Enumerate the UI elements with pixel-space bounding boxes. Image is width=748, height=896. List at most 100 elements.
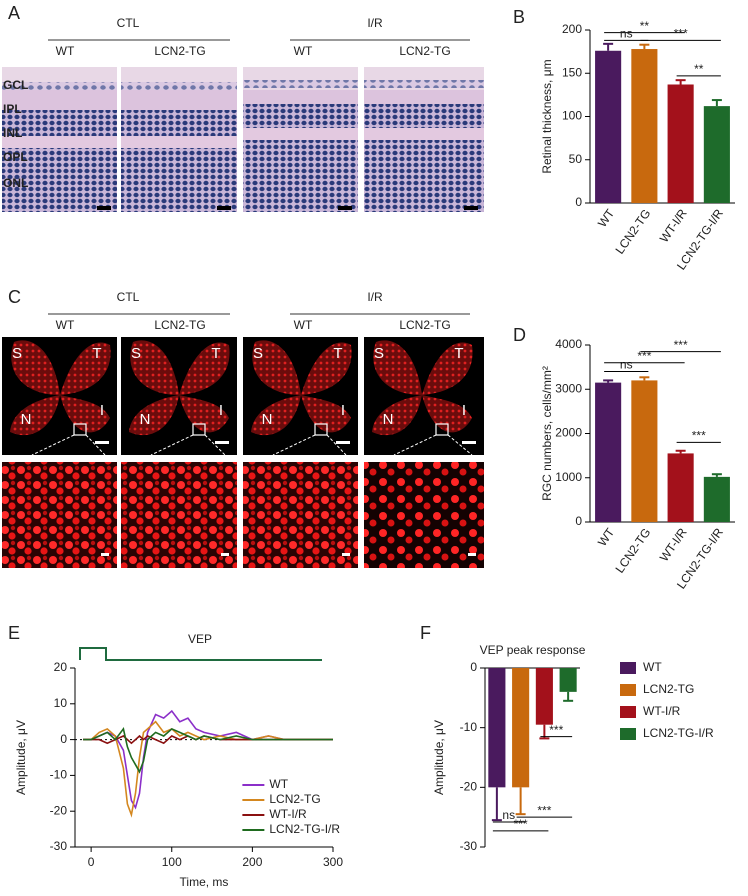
significance-label: *** [549,723,563,737]
scale-bar [338,206,352,210]
group-title: I/R [367,290,383,304]
bar [488,668,506,788]
chart-title: VEP [188,632,212,646]
significance-label: ns [620,358,633,372]
flatmount [10,340,111,436]
quadrant-label: S [12,345,22,362]
onl-layer [364,140,484,212]
ipl-layer [2,90,117,110]
bar [512,668,530,788]
x-tick-label: WT-I/R [657,206,690,245]
y-tick-label: 2000 [555,426,582,440]
y-axis-label: Retinal thickness, μm [540,59,554,173]
legend-swatch [620,728,636,740]
x-tick-label: LCN2-TG [613,526,654,576]
legend-label: LCN2-TG [269,792,320,806]
bar [595,50,622,204]
panel-letter: F [420,623,431,643]
quadrant-label: N [383,411,394,428]
inl-layer [2,110,117,136]
x-tick-label: WT [595,206,618,230]
bar [535,668,553,725]
scale-bar [221,553,229,556]
significance-label: *** [514,817,528,831]
scale-bar [336,441,350,444]
panel-letter: A [8,3,20,23]
quadrant-label: T [211,345,220,362]
quadrant-label: T [454,345,463,362]
column-label: WT [56,318,75,332]
legend-label: WT [643,660,662,674]
group-title: CTL [117,16,140,30]
roi-box [192,423,206,436]
bar [559,668,577,692]
y-tick-label: 100 [562,109,582,123]
rgc-zoom [2,462,117,568]
legend-label: LCN2-TG [643,682,694,696]
y-axis-label: Amplitude, μV [432,720,446,795]
column-label: LCN2-TG [399,318,450,332]
legend-swatch [620,684,636,696]
y-axis-label: RGC numbers, cells/mm² [540,366,554,501]
inl-layer [121,110,237,136]
bar [595,382,622,522]
bar [703,106,730,203]
quadrant-label: S [374,345,384,362]
gcl-layer [121,82,237,90]
column-label: WT [294,318,313,332]
y-tick-label: 1000 [555,470,582,484]
y-tick-label: 10 [54,696,68,710]
legend-label: WT-I/R [269,807,307,821]
roi-line [393,434,437,456]
scale-bar [215,441,229,444]
quadrant-label: T [333,345,342,362]
quadrant-label: I [100,402,104,419]
layer-label: INL [3,126,22,140]
chart-title: VEP peak response [480,643,586,657]
significance-label: *** [537,803,551,817]
y-tick-label: 150 [562,65,582,79]
y-tick-label: 0 [575,195,582,209]
group-title: CTL [117,290,140,304]
bar [703,476,730,522]
roi-box [73,423,87,436]
y-tick-label: 0 [470,660,477,674]
column-label: LCN2-TG [399,44,450,58]
y-tick-label: 0 [60,732,67,746]
rgc-zoom [364,462,484,568]
rgc-zoom [121,462,237,568]
ipl-layer [121,90,237,110]
y-tick-label: -30 [50,839,68,853]
x-tick-label: WT-I/R [657,525,690,564]
series-line [83,720,333,818]
onl-layer [2,148,117,212]
gcl-layer [2,82,117,90]
significance-label: *** [692,429,706,443]
roi-box [435,423,449,436]
quadrant-label: S [131,345,141,362]
bar [667,84,694,203]
x-axis-label: Time, ms [180,875,229,889]
layer-label: OPL [3,150,28,164]
legend-label: LCN2-TG-I/R [269,822,340,836]
y-tick-label: 20 [54,660,68,674]
quadrant-label: S [253,345,263,362]
y-tick-label: 50 [569,152,583,166]
x-tick-label: 100 [162,855,182,869]
roi-box [314,423,328,436]
scale-bar [342,553,350,556]
rgc-zoom [243,462,358,568]
y-tick-label: 0 [575,514,582,528]
panel-letter: B [513,7,525,27]
column-label: LCN2-TG [154,44,205,58]
y-tick-label: 200 [562,22,582,36]
legend-swatch [620,706,636,718]
scale-bar [101,553,109,556]
y-tick-label: -10 [50,768,68,782]
ipl-layer [243,90,358,104]
roi-line [326,434,347,456]
image-panels [2,67,484,568]
gcl-layer [364,80,484,88]
layer-label: GCL [3,78,28,92]
